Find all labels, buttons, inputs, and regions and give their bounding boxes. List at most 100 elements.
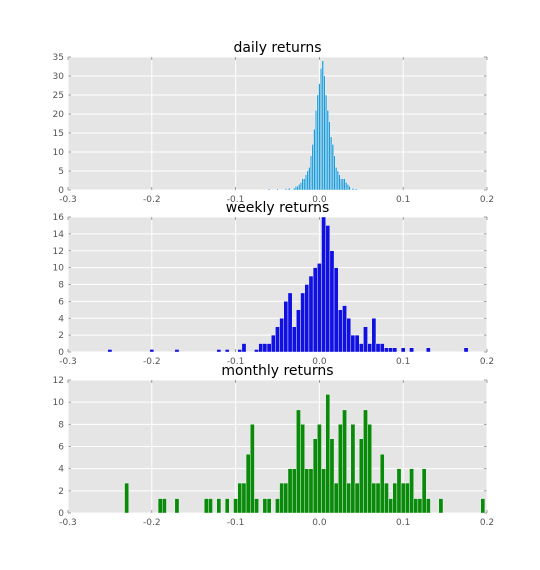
y-tick-label: 30 <box>53 72 65 82</box>
plot-background <box>68 57 487 190</box>
histogram-bar <box>336 170 339 191</box>
histogram-bar <box>124 482 129 514</box>
histogram-bar <box>333 482 339 514</box>
histogram-bar <box>400 482 406 514</box>
histogram-bar <box>388 347 393 353</box>
histogram-bar <box>379 454 385 514</box>
histogram-bar <box>371 482 377 514</box>
y-tick-label: 8 <box>58 420 64 430</box>
y-tick-label: 12 <box>53 376 64 386</box>
histogram-bar <box>275 326 280 353</box>
y-tick-label: 0 <box>58 186 64 196</box>
histogram-bar <box>350 424 356 514</box>
histogram-bar <box>300 424 305 514</box>
histogram-bar <box>413 498 419 514</box>
histogram-bar <box>346 482 352 514</box>
x-tick-label: -0.2 <box>143 518 161 528</box>
histogram-bar <box>258 343 264 353</box>
histogram-bar <box>323 75 326 191</box>
histogram-bar <box>329 438 335 514</box>
histogram-bar <box>325 94 328 191</box>
histogram-bar <box>203 498 209 514</box>
histogram-bar <box>320 68 323 191</box>
histogram-bar <box>224 498 230 514</box>
histogram-bar <box>254 349 259 353</box>
histogram-bar <box>174 498 180 514</box>
histogram-bar <box>480 498 486 514</box>
y-tick-label: 10 <box>53 264 65 274</box>
x-tick-label: 0.0 <box>312 518 327 528</box>
histogram-bar <box>254 498 259 514</box>
histogram-bar <box>346 318 352 353</box>
histogram-bar <box>405 482 410 514</box>
histogram-bar <box>421 468 427 514</box>
y-tick-label: 12 <box>53 247 64 257</box>
histogram-bar <box>388 498 393 514</box>
histogram-bar <box>338 309 343 353</box>
y-tick-label: 0 <box>58 348 64 358</box>
x-tick-label: 0.2 <box>480 195 494 205</box>
y-tick-label: 15 <box>53 129 64 139</box>
histogram-bar <box>325 394 331 514</box>
histogram-bar <box>321 468 326 514</box>
histogram-bar <box>354 334 360 353</box>
histogram-bar <box>271 334 276 353</box>
histogram-bar <box>224 349 230 353</box>
histogram-bar <box>296 409 301 514</box>
histogram-bar <box>174 349 180 353</box>
histogram-bar <box>330 136 333 191</box>
chart-title: monthly returns <box>221 363 333 379</box>
x-tick-label: 0.1 <box>396 518 410 528</box>
histogram-bar <box>288 187 291 191</box>
histogram-bar <box>279 482 284 514</box>
y-tick-label: 10 <box>53 148 65 158</box>
histogram-bar <box>341 178 344 191</box>
histogram-bar <box>354 482 360 514</box>
histogram-bar <box>392 482 398 514</box>
histogram-bar <box>299 182 303 191</box>
histogram-bar <box>162 498 167 514</box>
histogram-bar <box>345 182 348 191</box>
histogram-bar <box>237 482 243 514</box>
histogram-bar <box>304 174 308 191</box>
histogram-bar <box>268 188 271 191</box>
y-tick-label: 16 <box>53 213 65 223</box>
histogram-bar <box>287 292 293 353</box>
histogram-bar <box>312 438 318 514</box>
x-tick-label: 0.1 <box>396 195 410 205</box>
histogram-bar <box>328 121 331 191</box>
histogram-bar <box>233 498 238 514</box>
y-tick-label: 5 <box>58 167 64 177</box>
x-tick-label: -0.1 <box>227 518 245 528</box>
x-tick-label: -0.3 <box>59 195 77 205</box>
histogram-bar <box>308 275 314 353</box>
histogram-bar <box>392 347 398 353</box>
histogram-bar <box>359 343 364 353</box>
y-tick-label: 2 <box>58 331 64 341</box>
histogram-bar <box>417 498 423 514</box>
x-tick-label: -0.3 <box>59 357 77 367</box>
histogram-bar <box>438 498 444 514</box>
histogram-bar <box>294 185 297 191</box>
histogram-bar <box>329 250 335 353</box>
histogram-bar <box>338 174 341 191</box>
histogram-bar <box>107 349 113 353</box>
x-tick-label: -0.3 <box>59 518 77 528</box>
y-tick-label: 25 <box>53 91 64 101</box>
histogram-bar <box>348 185 351 191</box>
histogram-bar <box>346 184 349 191</box>
histogram-bar <box>245 454 251 514</box>
histogram-bar <box>359 438 364 514</box>
x-tick-label: -0.1 <box>227 357 245 367</box>
x-tick-label: 0.0 <box>312 357 327 367</box>
y-tick-label: 2 <box>58 487 64 497</box>
histogram-bar <box>371 318 377 353</box>
histogram-bar <box>317 424 322 514</box>
x-tick-label: 0.1 <box>396 357 410 367</box>
histogram-bar <box>266 343 272 353</box>
histogram-bar <box>317 263 322 353</box>
y-tick-label: 6 <box>58 297 64 307</box>
histogram-bar <box>306 170 309 191</box>
y-tick-label: 0 <box>58 509 64 519</box>
